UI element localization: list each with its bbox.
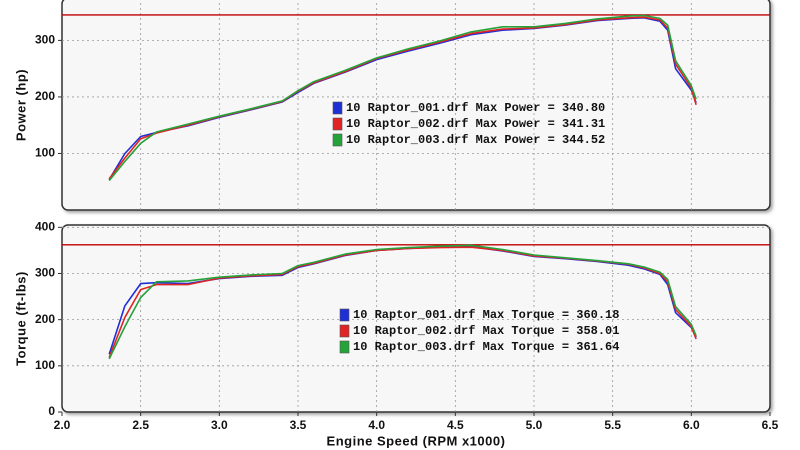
legend-swatch: [339, 308, 350, 322]
y-tick-label: 200: [35, 89, 55, 103]
x-tick-label: 4.0: [368, 418, 385, 432]
y-axis-title: Power (hp): [13, 69, 28, 141]
x-tick-label: 5.0: [526, 418, 543, 432]
series-line: [108, 16, 697, 180]
x-axis-title: Engine Speed (RPM x1000): [327, 433, 506, 448]
y-tick-label: 0: [48, 404, 55, 418]
plot-area: [61, 224, 771, 413]
y-tick-label: 100: [35, 358, 55, 372]
series-line: [108, 244, 697, 360]
legend-swatch: [332, 133, 343, 147]
x-tick-label: 2.0: [54, 418, 71, 432]
y-tick-label: 200: [35, 312, 55, 326]
y-tick-label: 300: [35, 266, 55, 280]
x-tick-label: 6.5: [762, 418, 779, 432]
x-tick-label: 3.5: [290, 418, 307, 432]
legend-swatch: [339, 340, 350, 354]
plot-area: [61, 0, 771, 211]
legend-label: 10 Raptor_001.drf Max Torque = 360.18: [353, 308, 619, 322]
x-tick-label: 6.0: [683, 418, 700, 432]
y-tick-label: 100: [35, 146, 55, 160]
y-axis-title: Torque (ft-lbs): [13, 271, 28, 366]
legend-label: 10 Raptor_002.drf Max Torque = 358.01: [353, 324, 619, 338]
legend-label: 10 Raptor_001.drf Max Power = 340.80: [346, 101, 605, 115]
series-line: [108, 246, 697, 358]
y-tick-label: 400: [35, 219, 55, 233]
x-tick-label: 4.5: [447, 418, 464, 432]
legend-swatch: [332, 117, 343, 131]
series-line: [108, 14, 697, 182]
x-tick-label: 2.5: [132, 418, 149, 432]
y-tick-label: 300: [35, 33, 55, 47]
legend-label: 10 Raptor_003.drf Max Torque = 361.64: [353, 340, 619, 354]
x-tick-label: 3.0: [211, 418, 228, 432]
legend-swatch: [339, 324, 350, 338]
legend-swatch: [332, 101, 343, 115]
legend-label: 10 Raptor_002.drf Max Power = 341.31: [346, 117, 605, 131]
x-tick-label: 5.5: [604, 418, 621, 432]
legend-label: 10 Raptor_003.drf Max Power = 344.52: [346, 133, 605, 147]
